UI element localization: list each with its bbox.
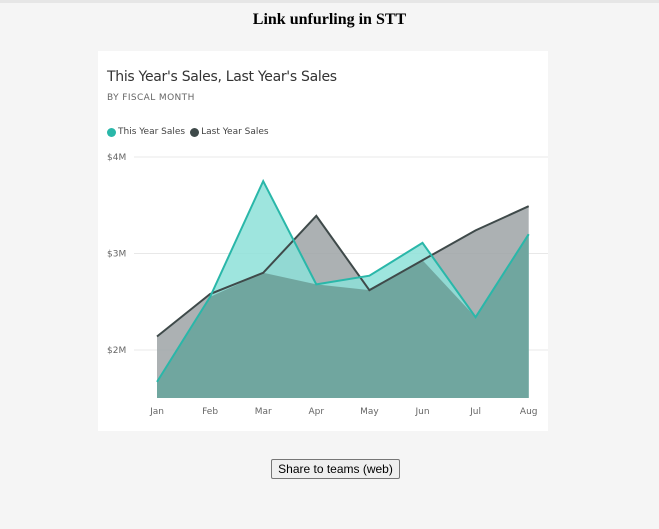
legend-item-this-year[interactable]: This Year Sales — [107, 127, 185, 137]
area-overlap — [157, 234, 529, 398]
legend-item-last-year[interactable]: Last Year Sales — [190, 127, 269, 137]
share-to-teams-button[interactable]: Share to teams (web) — [271, 459, 400, 479]
chart-subtitle: BY FISCAL MONTH — [107, 93, 195, 103]
x-tick-label: Jul — [469, 407, 481, 417]
legend-label-last-year: Last Year Sales — [201, 127, 269, 137]
y-tick-label: $2M — [107, 346, 126, 356]
legend-dot-this-year — [107, 127, 116, 137]
legend-dot-last-year — [190, 127, 200, 137]
x-tick-label: Aug — [520, 407, 538, 417]
line-this-year-sales — [156, 178, 530, 383]
x-tick-label: Jun — [414, 407, 429, 417]
chart-title: This Year's Sales, Last Year's Sales — [107, 69, 337, 85]
x-tick-label: Mar — [255, 407, 272, 417]
x-tick-label: Feb — [202, 407, 218, 417]
legend-label-this-year: This Year Sales — [118, 127, 186, 137]
chart-card[interactable]: This Year's Sales, Last Year's Sales BY … — [98, 51, 548, 431]
y-tick-label: $4M — [107, 153, 126, 163]
x-tick-label: Apr — [309, 407, 325, 417]
page-title: Link unfurling in STT — [252, 11, 407, 28]
y-tick-label: $3M — [107, 250, 126, 260]
line-last-year-sales — [156, 205, 530, 338]
x-tick-label: May — [360, 407, 379, 417]
x-tick-label: Jan — [149, 407, 164, 417]
chart-plot: $4M $3M $2M Jan Feb Mar Apr May Jun Jul Aug — [107, 153, 548, 417]
chart-legend: This Year Sales Last Year Sales — [107, 127, 274, 137]
top-border — [0, 0, 659, 3]
